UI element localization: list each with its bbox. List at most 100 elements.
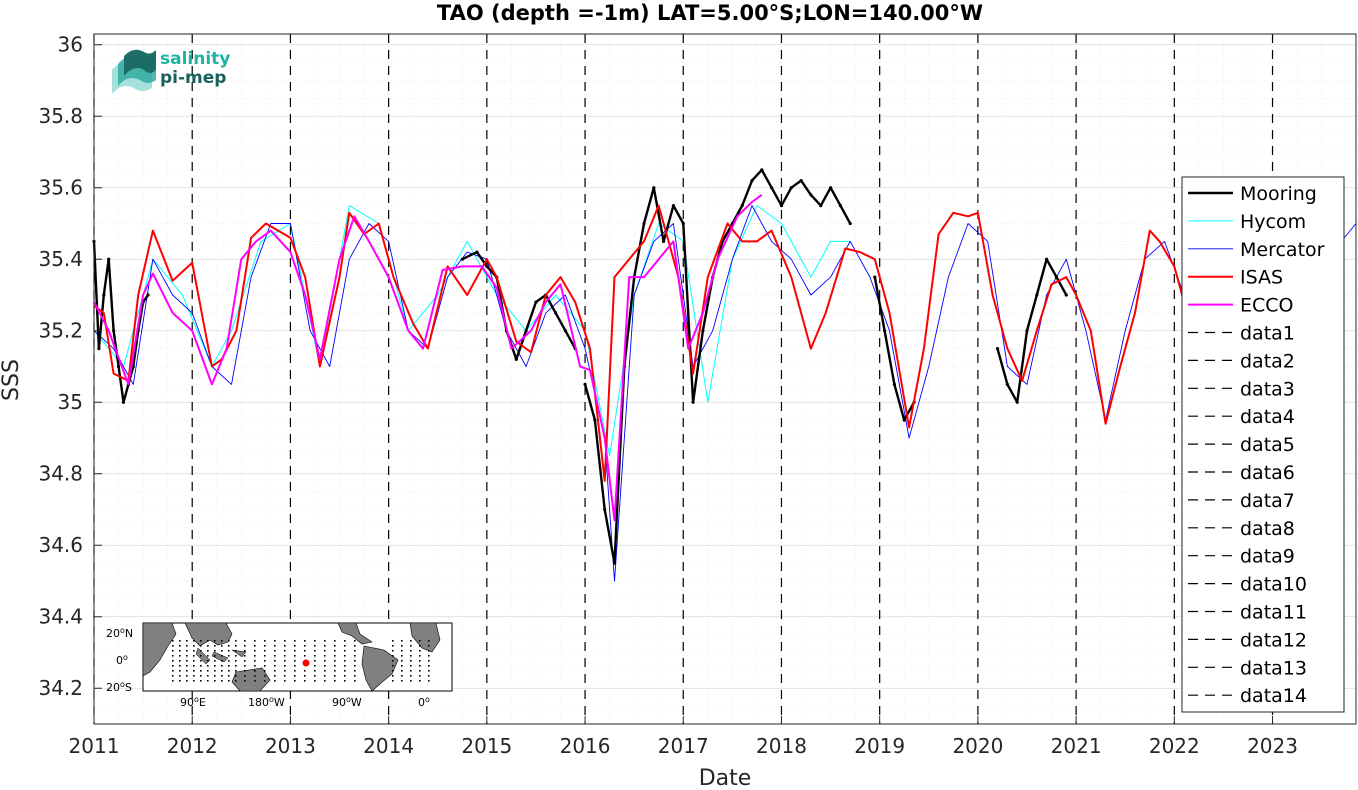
buoy-dot: [419, 675, 421, 677]
buoy-dot: [410, 640, 412, 642]
buoy-dot: [214, 680, 216, 682]
buoy-dot: [264, 645, 266, 647]
buoy-dot: [392, 670, 394, 672]
buoy-dot: [410, 665, 412, 667]
buoy-dot: [419, 665, 421, 667]
map-lon-90w: 90oW: [332, 695, 362, 709]
buoy-dot: [235, 665, 237, 667]
mooring-point: [553, 311, 558, 315]
buoy-dot: [221, 660, 223, 662]
buoy-dot: [324, 640, 326, 642]
y-tick-label: 35.8: [38, 104, 83, 128]
buoy-dot: [314, 680, 316, 682]
buoy-dot: [314, 645, 316, 647]
buoy-dot: [294, 680, 296, 682]
buoy-dot: [214, 675, 216, 677]
buoy-dot: [244, 670, 246, 672]
buoy-dot: [207, 680, 209, 682]
logo-pimep-text: pi-mep: [160, 68, 226, 88]
buoy-dot: [334, 660, 336, 662]
buoy-dot: [324, 655, 326, 657]
buoy-dot: [284, 660, 286, 662]
map-lon-0: 0o: [418, 695, 430, 709]
buoy-dot: [304, 680, 306, 682]
inset-map: 20oN 0o 20oS 90oE 180oW 90oW 0o: [106, 622, 453, 709]
buoy-dot: [294, 655, 296, 657]
buoy-dot: [179, 655, 181, 657]
buoy-dot: [179, 670, 181, 672]
x-tick-label: 2018: [756, 734, 807, 758]
buoy-dot: [193, 680, 195, 682]
series-line-mooring: [996, 258, 1068, 404]
x-tick-label: 2013: [265, 734, 316, 758]
buoy-dot: [179, 645, 181, 647]
buoy-dot: [264, 670, 266, 672]
x-tick-label: 2016: [560, 734, 611, 758]
mooring-point: [642, 221, 646, 226]
mooring-point: [995, 347, 1000, 351]
buoy-dot: [428, 670, 430, 672]
buoy-dot: [428, 660, 430, 662]
inset-map-europe-africa: [409, 622, 441, 653]
mooring-point: [107, 257, 111, 261]
buoy-dot: [179, 665, 181, 667]
x-axis: 2011 2012 2013 2014 2015 2016 2017 2018 2019 2020…: [69, 716, 1298, 758]
buoy-dot: [334, 650, 336, 652]
buoy-dot: [244, 655, 246, 657]
buoy-dot: [179, 640, 181, 642]
buoy-dot: [200, 655, 202, 657]
buoy-dot: [172, 670, 174, 672]
buoy-dot: [334, 655, 336, 657]
buoy-dot: [401, 650, 403, 652]
buoy-dot: [193, 645, 195, 647]
buoy-dot: [354, 655, 356, 657]
buoy-dot: [428, 655, 430, 657]
mooring-point: [116, 364, 121, 369]
buoy-dot: [214, 645, 216, 647]
buoy-dot: [221, 670, 223, 672]
buoy-dot: [410, 670, 412, 672]
buoy-dot: [392, 645, 394, 647]
buoy-dot: [284, 670, 286, 672]
legend-label-data1: data1: [1240, 323, 1295, 345]
mooring-point: [1054, 275, 1059, 279]
buoy-dot: [401, 680, 403, 682]
x-axis-title: Date: [699, 766, 752, 790]
buoy-dot: [207, 665, 209, 667]
mooring-point: [819, 204, 823, 208]
buoy-dot: [200, 680, 202, 682]
plot-area: [94, 34, 1356, 724]
buoy-dot: [314, 655, 316, 657]
buoy-dot: [284, 645, 286, 647]
logo-salinity-text: salinity: [160, 49, 230, 69]
buoy-dot: [172, 660, 174, 662]
buoy-dot: [172, 655, 174, 657]
buoy-dot: [235, 675, 237, 677]
chart-title: TAO (depth =-1m) LAT=5.00°S;LON=140.00°W: [437, 1, 983, 25]
buoy-dot: [235, 640, 237, 642]
buoy-dot: [354, 650, 356, 652]
buoy-dot: [392, 675, 394, 677]
buoy-dot: [314, 670, 316, 672]
buoy-dot: [274, 660, 276, 662]
buoy-dot: [392, 640, 394, 642]
legend-label-data3: data3: [1240, 378, 1295, 400]
mooring-point: [1035, 293, 1039, 297]
buoy-dot: [428, 650, 430, 652]
series-line-isas: [93, 204, 1186, 482]
legend-label-isas: ISAS: [1240, 267, 1283, 289]
buoy-dot: [428, 645, 430, 647]
buoy-dot: [186, 655, 188, 657]
y-tick-label: 35: [58, 390, 83, 414]
inset-map-south-america: [361, 645, 399, 692]
mooring-point: [799, 178, 803, 183]
buoy-dot: [235, 680, 237, 682]
buoy-dot: [284, 650, 286, 652]
buoy-dot: [274, 645, 276, 647]
buoy-dot: [294, 660, 296, 662]
buoy-dot: [294, 650, 296, 652]
buoy-dot: [179, 650, 181, 652]
buoy-dot: [304, 650, 306, 652]
buoy-dot: [284, 680, 286, 682]
buoy-dot: [401, 665, 403, 667]
